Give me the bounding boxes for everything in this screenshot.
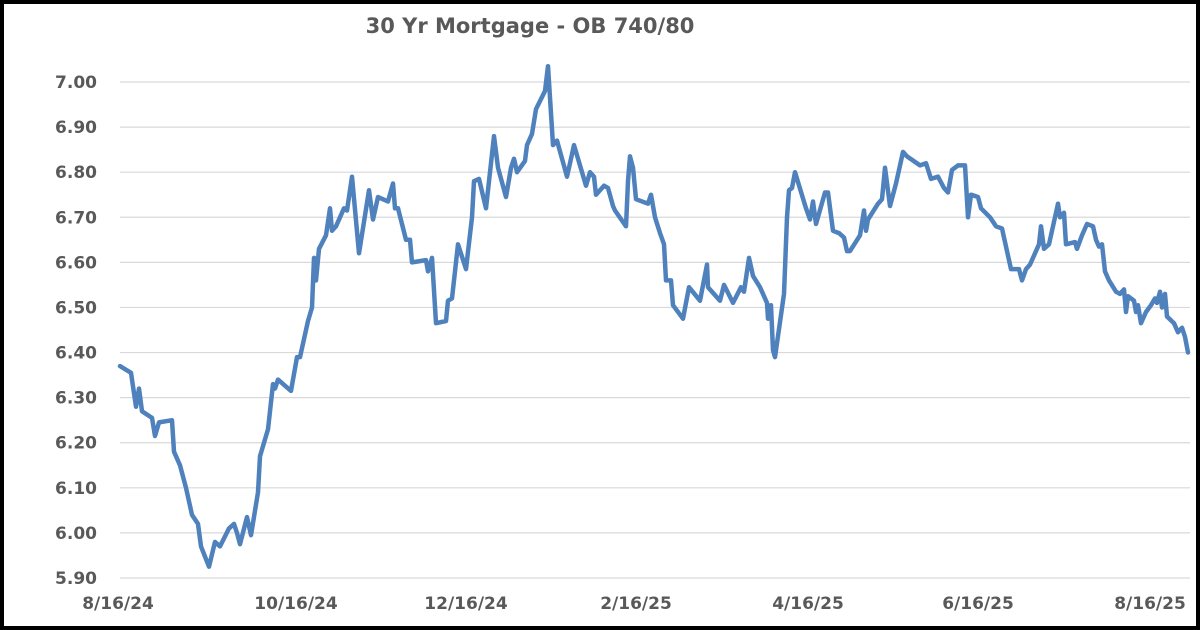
x-tick-label: 8/16/24 (82, 594, 154, 614)
chart-title: 30 Yr Mortgage - OB 740/80 (365, 14, 695, 38)
y-tick-label: 5.90 (55, 569, 97, 589)
y-tick-label: 6.60 (55, 253, 97, 273)
x-tick-label: 10/16/24 (254, 594, 338, 614)
y-axis-labels: 7.00 6.90 6.80 6.70 6.60 6.50 6.40 6.30 6.20 6.10… (55, 73, 97, 589)
x-tick-label: 4/16/25 (772, 594, 844, 614)
y-tick-label: 6.00 (55, 524, 97, 544)
y-tick-label: 6.90 (55, 118, 97, 138)
y-tick-label: 6.10 (55, 479, 97, 499)
x-tick-label: 8/16/25 (1114, 594, 1186, 614)
y-tick-label: 6.30 (55, 389, 97, 409)
chart-frame (4, 4, 1196, 626)
y-tick-label: 6.20 (55, 434, 97, 454)
x-tick-label: 6/16/25 (942, 594, 1014, 614)
y-tick-label: 6.50 (55, 298, 97, 318)
gridlines (120, 81, 1190, 579)
x-tick-label: 2/16/25 (600, 594, 672, 614)
x-tick-label: 12/16/24 (424, 594, 508, 614)
y-tick-label: 6.80 (55, 163, 97, 183)
y-tick-label: 7.00 (55, 73, 97, 93)
x-axis-labels: 8/16/24 10/16/24 12/16/24 2/16/25 4/16/25 6/1… (82, 594, 1186, 614)
mortgage-rate-line (117, 63, 1191, 569)
y-tick-label: 6.40 (55, 344, 97, 364)
y-tick-label: 6.70 (55, 208, 97, 228)
